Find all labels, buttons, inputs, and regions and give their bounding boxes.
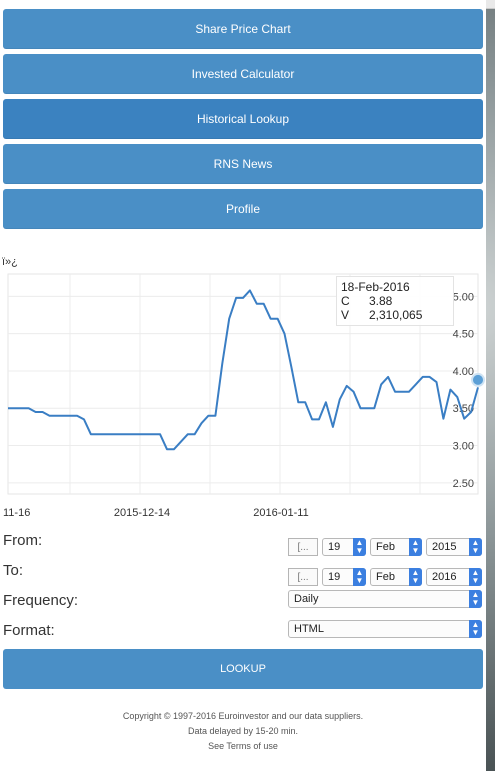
tooltip-volume-row: V 2,310,065 (341, 308, 422, 322)
from-day-value: 19 (328, 541, 341, 553)
format-select[interactable]: HTML ▲ ▼ (288, 620, 482, 638)
footer-delay: Data delayed by 15-20 min. (187, 726, 299, 736)
nav-profile[interactable]: Profile (3, 189, 483, 229)
y-tick-label: 3.50 (453, 403, 474, 415)
to-year-value: 2016 (432, 571, 457, 583)
footer-copyright: Copyright © 1997-2016 Euroinvestor and o… (122, 711, 364, 721)
chevron-updown-icon: ▲ ▼ (409, 568, 422, 586)
tooltip-close-value: 3.88 (369, 294, 393, 308)
tooltip-close-row: C 3.88 (341, 294, 392, 308)
chevron-updown-icon: ▲ ▼ (469, 568, 482, 586)
footer-terms-link[interactable]: See Terms of use (208, 741, 278, 751)
y-tick-label: 4.00 (453, 366, 474, 378)
to-year-select[interactable]: 2016 ▲ ▼ (426, 568, 482, 586)
y-tick-label: 4.50 (453, 329, 474, 341)
to-month-value: Feb (376, 571, 395, 583)
y-tick-label: 5.00 (453, 291, 474, 303)
from-year-select[interactable]: 2015 ▲ ▼ (426, 538, 482, 556)
from-month-select[interactable]: Feb ▲ ▼ (370, 538, 422, 556)
lookup-button[interactable]: LOOKUP (3, 649, 483, 689)
chevron-updown-icon: ▲ ▼ (469, 538, 482, 556)
format-value: HTML (294, 623, 324, 635)
price-series-line (8, 289, 479, 451)
nav-rns-news[interactable]: RNS News (3, 144, 483, 184)
format-label: Format: (3, 622, 55, 639)
chevron-updown-icon: ▲ ▼ (469, 590, 482, 608)
from-label: From: (3, 532, 43, 549)
frequency-label: Frequency: (3, 592, 79, 609)
tooltip-date: 18-Feb-2016 (341, 280, 410, 294)
x-tick-label: 2016-01-11 (253, 507, 308, 519)
to-day-select[interactable]: 19 ▲ ▼ (322, 568, 366, 586)
to-day-value: 19 (328, 571, 341, 583)
nav-share-price-chart[interactable]: Share Price Chart (3, 9, 483, 49)
calendar-icon[interactable]: [... (288, 538, 318, 556)
x-tick-label: 2015-12-14 (114, 507, 170, 519)
nav-invested-calculator[interactable]: Invested Calculator (3, 54, 483, 94)
price-chart[interactable]: 2.50 3.00 3.50 4.00 4.50 5.00 11-16 2015-12-14 2… (0, 272, 486, 522)
chevron-updown-icon: ▲ ▼ (353, 538, 366, 556)
chart-tooltip: 18-Feb-2016 C 3.88 V 2,310,065 (336, 276, 454, 326)
to-label: To: (3, 562, 24, 579)
from-month-value: Feb (376, 541, 395, 553)
hover-point-marker (471, 372, 485, 387)
stray-encoding-text: ï»¿ (2, 256, 18, 268)
from-day-select[interactable]: 19 ▲ ▼ (322, 538, 366, 556)
frequency-select[interactable]: Daily ▲ ▼ (288, 590, 482, 608)
to-month-select[interactable]: Feb ▲ ▼ (370, 568, 422, 586)
nav-historical-lookup[interactable]: Historical Lookup (3, 99, 483, 139)
from-year-value: 2015 (432, 541, 457, 553)
y-tick-label: 3.00 (453, 441, 474, 453)
tooltip-close-label: C (341, 294, 350, 308)
chevron-updown-icon: ▲ ▼ (469, 620, 482, 638)
tooltip-volume-value: 2,310,065 (369, 308, 423, 322)
price-chart-svg: 2.50 3.00 3.50 4.00 4.50 5.00 11-16 2015-12-14 2… (3, 273, 485, 519)
calendar-icon[interactable]: [... (288, 568, 318, 586)
x-tick-label: 11-16 (3, 507, 30, 519)
frequency-value: Daily (294, 593, 319, 605)
chevron-updown-icon: ▲ ▼ (409, 538, 422, 556)
tooltip-volume-label: V (341, 308, 350, 322)
y-tick-label: 2.50 (453, 478, 474, 490)
chevron-updown-icon: ▲ ▼ (353, 568, 366, 586)
